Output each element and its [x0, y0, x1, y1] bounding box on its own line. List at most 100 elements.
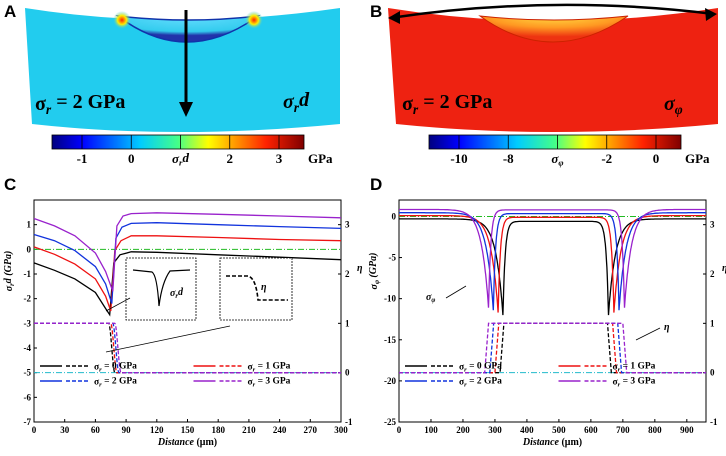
- panel-d-legend-label-3: σr = 3 GPa: [613, 377, 656, 389]
- panel-d-legend-label-0: σr = 0 GPa: [459, 362, 502, 374]
- panel-d-xlabel: Distance (μm): [522, 437, 582, 448]
- panel-d-annot-sigma-pointer: [445, 285, 467, 299]
- panel-a-colorbar: [51, 134, 305, 150]
- panel-d-annot-eta: η: [664, 322, 670, 333]
- panel-b-label: B: [370, 2, 382, 21]
- panel-d-sigma-series-1: [399, 214, 706, 313]
- panel-d-y2tick-label-4: 3: [710, 220, 715, 230]
- panel-d-xtick-label-1: 100: [424, 425, 438, 435]
- panel-a-label: A: [4, 2, 16, 21]
- panel-b-arrow-head-left: [388, 11, 400, 24]
- panel-c-xtick-label-10: 300: [334, 425, 348, 435]
- panel-b-contour: [388, 8, 718, 132]
- panel-c-ytick-label-5: -2: [24, 294, 32, 304]
- panel-c-xtick-label-3: 90: [122, 425, 132, 435]
- panel-c-xtick-label-5: 150: [181, 425, 195, 435]
- panel-a-colorbar-label-4: 3: [276, 151, 283, 166]
- panel-c-y2tick-label-4: 3: [345, 220, 350, 230]
- panel-c-xtick-label-9: 270: [304, 425, 318, 435]
- panel-a-colorbar-ticks: -1 0 σrd 2 3 GPa: [77, 135, 333, 168]
- panel-c-xtick-label-1: 30: [60, 425, 70, 435]
- panel-d-label: D: [370, 175, 382, 194]
- panel-d-sigma-series-3: [399, 208, 706, 308]
- panel-c-legend-label-1: σr = 1 GPa: [248, 362, 291, 374]
- panel-d-legend-label-2: σr = 2 GPa: [459, 377, 502, 389]
- panel-b-arrow-head-right: [705, 8, 717, 21]
- panel-c-y2label: η: [357, 263, 363, 274]
- panel-b-colorbar: [428, 134, 682, 150]
- panel-b-colorbar-unit: GPa: [685, 151, 710, 166]
- panel-d-chart: 0 100 200 300 400 500 600 700 800 900-25-20-15-10…: [368, 199, 726, 448]
- panel-b-colorbar-ticks: -10 -8 σφ -2 0 GPa: [450, 135, 710, 168]
- panel-d-y2tick-label-3: 2: [710, 269, 715, 279]
- panel-c-y2tick-label-2: 1: [345, 318, 350, 328]
- panel-a-colorbar-unit: GPa: [308, 151, 333, 166]
- panel-c-eta-series-1: [34, 322, 341, 374]
- panel-b-colorbar-label-3: -2: [601, 151, 612, 166]
- panel-d-annot-eta-pointer: [635, 327, 661, 341]
- panel-a-colorbar-label-3: 2: [227, 151, 234, 166]
- panel-b-colorbar-label-1: -8: [503, 151, 514, 166]
- panel-c-ytick-label-3: -4: [24, 343, 32, 353]
- panel-c-y2tick-label-3: 2: [345, 269, 350, 279]
- panel-c-legend-label-3: σr = 3 GPa: [248, 377, 291, 389]
- panel-c-label: C: [4, 175, 16, 194]
- panel-b-arc-arrow: [389, 3, 715, 20]
- panel-c-ytick-label-4: -3: [24, 318, 32, 328]
- panel-c-xlabel: Distance (μm): [157, 437, 217, 448]
- panel-b-annot-right: σφ: [664, 93, 683, 117]
- panel-c-ylabel: σrd (GPa): [3, 251, 16, 292]
- panel-b-cap-region: [478, 15, 629, 43]
- panel-a-annot-right: σrd: [283, 89, 310, 115]
- panel-c-xtick-label-0: 0: [32, 425, 37, 435]
- panel-c-xtick-label-7: 210: [242, 425, 256, 435]
- panel-d-y2tick-label-2: 1: [710, 318, 715, 328]
- panel-c-ytick-label-7: 0: [27, 244, 32, 254]
- panel-d-plot-frame: [398, 199, 707, 423]
- panel-d-sigma-series-2: [399, 212, 706, 311]
- panel-d-ytick-label-5: 0: [392, 211, 397, 221]
- panel-c-xtick-label-8: 240: [273, 425, 287, 435]
- panel-a-contour: [25, 8, 340, 132]
- panel-c-ytick-label-6: -1: [24, 269, 32, 279]
- panel-c-legend: σr = 0 GPa σr = 1 GPa σr = 2 GPa σr = 3 GPa: [40, 362, 291, 389]
- panel-d-ytick-label-0: -25: [384, 417, 396, 427]
- panel-d-xtick-label-8: 800: [648, 425, 662, 435]
- panel-c-inset-pointer-1: [105, 297, 131, 312]
- panel-c-inset-pointer-2: [105, 325, 231, 353]
- panel-d-xtick-label-3: 300: [488, 425, 502, 435]
- panel-c-ytick-label-1: -6: [24, 392, 32, 402]
- panel-a-hotspot-right: [245, 11, 263, 29]
- panel-d-legend: σr = 0 GPa σr = 1 GPa σr = 2 GPa σr = 3 GPa: [405, 362, 656, 389]
- panel-c-ytick-label-0: -7: [24, 417, 32, 427]
- panel-d-ytick-label-3: -10: [384, 294, 396, 304]
- panel-c-sigma-series-3: [33, 212, 342, 292]
- panel-d-ytick-label-1: -20: [384, 376, 396, 386]
- panel-c-inset-sigma: σrd: [125, 257, 197, 321]
- panel-d-y2tick-label-1: 0: [710, 368, 715, 378]
- panel-c-eta-series-3: [34, 322, 341, 374]
- panel-a-arrow-head: [179, 102, 193, 117]
- panel-d-sigma-series-0: [399, 218, 706, 316]
- panel-d-ytick-label-2: -15: [384, 335, 396, 345]
- panel-a-annot-left: σr = 2 GPa: [35, 91, 125, 117]
- panel-b-colorbar-label-2: σφ: [551, 151, 563, 168]
- panel-a-hotspot-left: [113, 11, 131, 29]
- panel-d-y2label: η: [722, 263, 726, 274]
- panel-c-xtick-label-6: 180: [211, 425, 225, 435]
- panel-c-xtick-label-4: 120: [150, 425, 164, 435]
- panel-d-xtick-label-4: 400: [520, 425, 534, 435]
- panel-d-ylabel: σφ (GPa): [368, 253, 381, 290]
- panel-c-inset-label-eta: η: [261, 282, 267, 293]
- panel-b-colorbar-label-0: -10: [450, 151, 467, 166]
- panel-d-xtick-label-5: 500: [552, 425, 566, 435]
- panel-d-legend-label-1: σr = 1 GPa: [613, 362, 656, 374]
- panel-d-eta-series-3: [399, 322, 706, 374]
- panel-c-xtick-label-2: 60: [91, 425, 101, 435]
- panel-c-ytick-label-8: 1: [27, 220, 32, 230]
- panel-c-legend-label-2: σr = 2 GPa: [94, 377, 137, 389]
- panel-c-y2tick-label-1: 0: [345, 368, 350, 378]
- panel-c-ytick-label-2: -5: [24, 368, 32, 378]
- panel-d-xtick-label-2: 200: [456, 425, 470, 435]
